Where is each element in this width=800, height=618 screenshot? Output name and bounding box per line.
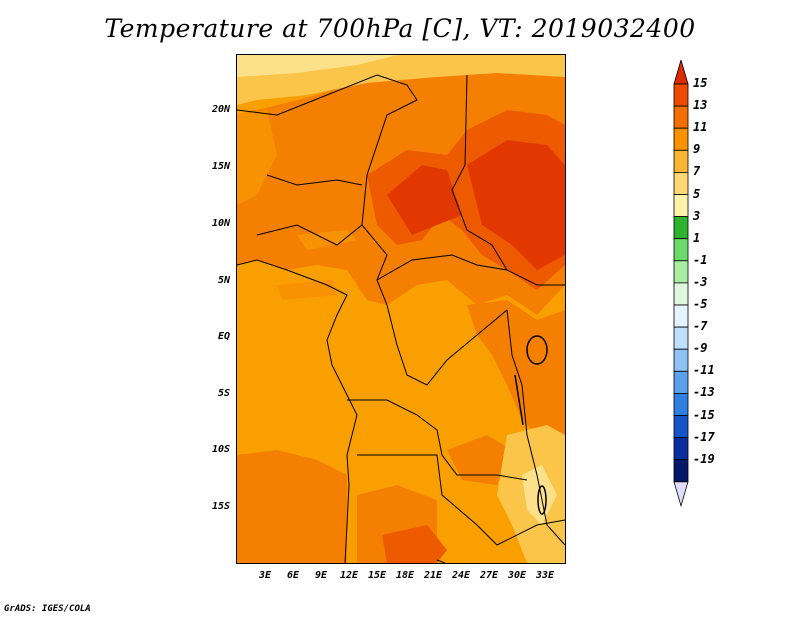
- x-tick-18e: 18E: [395, 570, 415, 581]
- colorbar-bottom-arrow: [673, 481, 689, 508]
- field-4-6-top: [237, 55, 397, 77]
- footer-credit: GrADS: IGES/COLA: [4, 604, 91, 614]
- field-south-hot: [382, 525, 447, 563]
- colorbar-label: 9: [693, 142, 701, 157]
- colorbar-segment: [673, 370, 689, 394]
- colorbar-segment: [673, 83, 689, 107]
- colorbar: [673, 60, 689, 508]
- colorbar-label: -17: [693, 429, 715, 444]
- colorbar-segment: [673, 304, 689, 328]
- x-tick-24e: 24E: [451, 570, 471, 581]
- field-west-sahel: [237, 110, 277, 205]
- lakes: [514, 335, 548, 515]
- colorbar-label: 5: [693, 186, 701, 201]
- x-tick-33e: 33E: [535, 570, 555, 581]
- x-tick-12e: 12E: [339, 570, 359, 581]
- colorbar-label: -7: [693, 319, 708, 334]
- x-tick-30e: 30E: [507, 570, 527, 581]
- colorbar-segment: [673, 105, 689, 129]
- colorbar-segment: [673, 127, 689, 151]
- colorbar-segment: [673, 348, 689, 372]
- x-tick-6e: 6E: [286, 570, 300, 581]
- colorbar-label: 15: [693, 76, 708, 90]
- border-west-1: [266, 174, 363, 186]
- y-tick-5s: 5S: [217, 388, 230, 399]
- x-tick-3e: 3E: [258, 570, 272, 581]
- x-tick-27e: 27E: [479, 570, 499, 581]
- field-south-east-warm: [447, 435, 512, 485]
- y-tick-15s: 15S: [211, 501, 230, 512]
- colorbar-segment: [673, 260, 689, 284]
- colorbar-label: -1: [693, 252, 708, 267]
- border-angola-drc: [347, 399, 528, 481]
- map-svg: [237, 55, 565, 563]
- border-chad-sudan: [451, 74, 508, 271]
- colorbar-label: -15: [693, 407, 715, 422]
- colorbar-segment: [673, 392, 689, 416]
- field-south-west-warm: [237, 450, 347, 563]
- field-streak-2: [277, 280, 337, 300]
- lake-victoria: [526, 335, 548, 365]
- border-tiny: [436, 559, 446, 563]
- border-niger-chad: [237, 74, 418, 306]
- colorbar-label: -9: [693, 341, 708, 356]
- field-14-core-1: [387, 165, 462, 235]
- y-tick-eq: EQ: [217, 331, 230, 342]
- colorbar-segment: [673, 216, 689, 240]
- colorbar-label: 7: [693, 164, 701, 179]
- colorbar-segment: [673, 194, 689, 218]
- colorbar-label: 13: [693, 98, 708, 113]
- lake-tanganyika: [514, 374, 524, 426]
- west-coastline: [237, 259, 358, 563]
- y-tick-10s: 10S: [211, 444, 230, 455]
- colorbar-segment: [673, 437, 689, 461]
- border-congo-drc: [386, 304, 508, 386]
- colorbar-label: 1: [693, 230, 701, 245]
- colorbar-segment: [673, 459, 689, 483]
- y-tick-15n: 15N: [211, 161, 230, 172]
- colorbar-segment: [673, 415, 689, 439]
- map-title: Temperature at 700hPa [C], VT: 201903240…: [104, 14, 696, 43]
- colorbar-segment: [673, 326, 689, 350]
- borders: [237, 74, 565, 563]
- colorbar-label: -19: [693, 451, 715, 466]
- colorbar-label: 3: [693, 208, 701, 223]
- colorbar-top-arrow: [673, 60, 689, 85]
- colorbar-label: 11: [693, 120, 708, 135]
- y-tick-20n: 20N: [211, 104, 230, 115]
- border-west-2: [256, 224, 363, 246]
- colorbar-segment: [673, 149, 689, 173]
- x-tick-21e: 21E: [423, 570, 443, 581]
- x-tick-15e: 15E: [367, 570, 387, 581]
- border-zambia: [357, 454, 565, 546]
- lake-malawi: [537, 485, 547, 515]
- colorbar-label: -3: [693, 274, 708, 289]
- colorbar-segment: [673, 172, 689, 195]
- border-car-south: [376, 254, 565, 286]
- colorbar-segment: [673, 282, 689, 306]
- field-se-cooler: [522, 465, 557, 525]
- field-14-core-2: [467, 140, 565, 270]
- border-rift: [506, 309, 565, 546]
- colorbar-label: -13: [693, 385, 715, 400]
- colorbar-label: -11: [693, 363, 715, 378]
- y-tick-5n: 5N: [217, 275, 230, 286]
- temperature-map: [236, 54, 566, 564]
- y-tick-10n: 10N: [211, 218, 230, 229]
- x-tick-9e: 9E: [314, 570, 328, 581]
- colorbar-label: -5: [693, 297, 708, 311]
- colorbar-segment: [673, 238, 689, 262]
